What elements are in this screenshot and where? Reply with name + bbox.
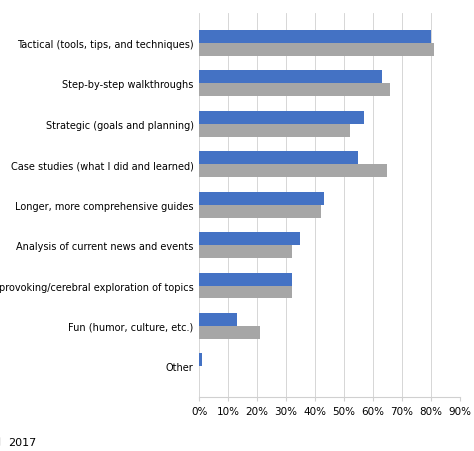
Bar xyxy=(199,233,301,245)
Bar xyxy=(199,44,434,57)
Bar xyxy=(199,112,364,124)
Bar xyxy=(199,354,202,367)
Bar xyxy=(199,273,292,286)
Bar xyxy=(199,286,292,299)
Bar xyxy=(199,205,321,218)
Bar xyxy=(199,192,324,205)
Legend: 2020, 2017: 2020, 2017 xyxy=(0,437,36,447)
Bar xyxy=(199,71,382,84)
Bar xyxy=(199,245,292,258)
Bar xyxy=(199,313,237,326)
Bar xyxy=(199,326,260,339)
Bar xyxy=(199,31,431,44)
Bar xyxy=(199,84,390,97)
Bar xyxy=(199,165,387,178)
Bar xyxy=(199,152,358,165)
Bar xyxy=(199,124,350,138)
